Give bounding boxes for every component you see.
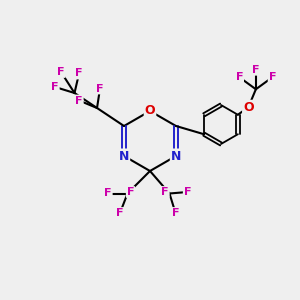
Text: N: N	[119, 149, 129, 163]
Text: F: F	[268, 72, 276, 82]
Text: O: O	[243, 101, 254, 114]
Text: F: F	[161, 187, 169, 197]
Text: F: F	[172, 208, 179, 218]
Text: O: O	[145, 104, 155, 118]
Text: N: N	[171, 149, 181, 163]
Text: F: F	[75, 68, 83, 79]
Text: F: F	[75, 95, 83, 106]
Text: F: F	[57, 67, 65, 77]
Text: F: F	[96, 83, 104, 94]
Text: F: F	[127, 187, 134, 197]
Text: F: F	[236, 72, 243, 82]
Text: F: F	[51, 82, 59, 92]
Text: F: F	[252, 65, 260, 75]
Text: F: F	[184, 187, 191, 197]
Text: F: F	[116, 208, 124, 218]
Text: F: F	[104, 188, 112, 199]
